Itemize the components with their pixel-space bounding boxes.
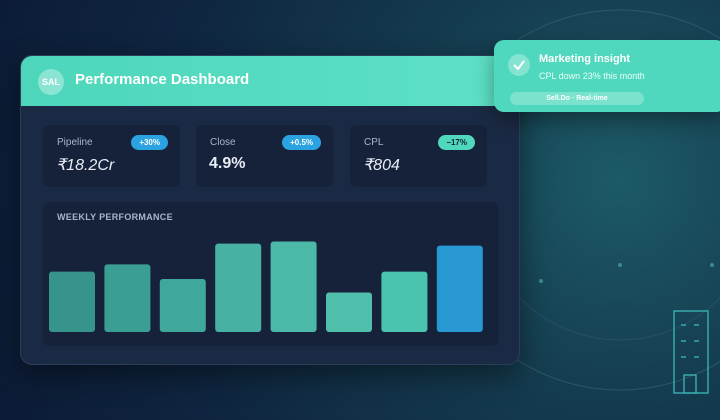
kpi-label: Pipeline	[57, 137, 93, 148]
notification-text: CPL down 23% this month	[539, 71, 645, 81]
check-icon	[508, 54, 530, 76]
header: SAL Performance Dashboard	[21, 56, 519, 106]
kpi-badge: +30%	[131, 135, 168, 150]
bar	[104, 264, 151, 332]
dashboard-card: SAL Performance Dashboard WEEKLY PERFORM…	[20, 55, 520, 365]
bar	[326, 292, 372, 332]
kpi-value: ₹804	[363, 157, 400, 174]
kpi-value: 4.9%	[209, 155, 246, 172]
kpi-value: ₹18.2Cr	[56, 157, 115, 174]
kpi-label: Close	[210, 137, 236, 148]
kpi-card: Close +0.5% 4.9%	[196, 125, 333, 187]
chart	[49, 241, 483, 332]
notification-title: Marketing insight	[539, 53, 631, 65]
kpi-badge: +0.5%	[282, 135, 321, 150]
bar	[215, 243, 262, 332]
kpi-card: CPL −17% ₹804	[350, 125, 487, 187]
dashboard-title: Performance Dashboard	[75, 71, 250, 88]
bar	[49, 271, 95, 332]
chart-title: WEEKLY PERFORMANCE	[57, 212, 173, 222]
bar	[436, 245, 483, 332]
notification[interactable]: Marketing insight CPL down 23% this mont…	[494, 40, 720, 112]
kpi-card: Pipeline +30% ₹18.2Cr	[43, 125, 180, 187]
kpi-label: CPL	[364, 137, 384, 148]
avatar: SAL	[38, 69, 64, 95]
kpi-badge: −17%	[438, 135, 475, 150]
notification-tag: Sell.Do · Real-time	[510, 92, 644, 105]
chart-panel: WEEKLY PERFORMANCE	[43, 202, 499, 346]
bar	[381, 271, 428, 332]
bar	[270, 241, 317, 332]
bar	[159, 278, 206, 332]
